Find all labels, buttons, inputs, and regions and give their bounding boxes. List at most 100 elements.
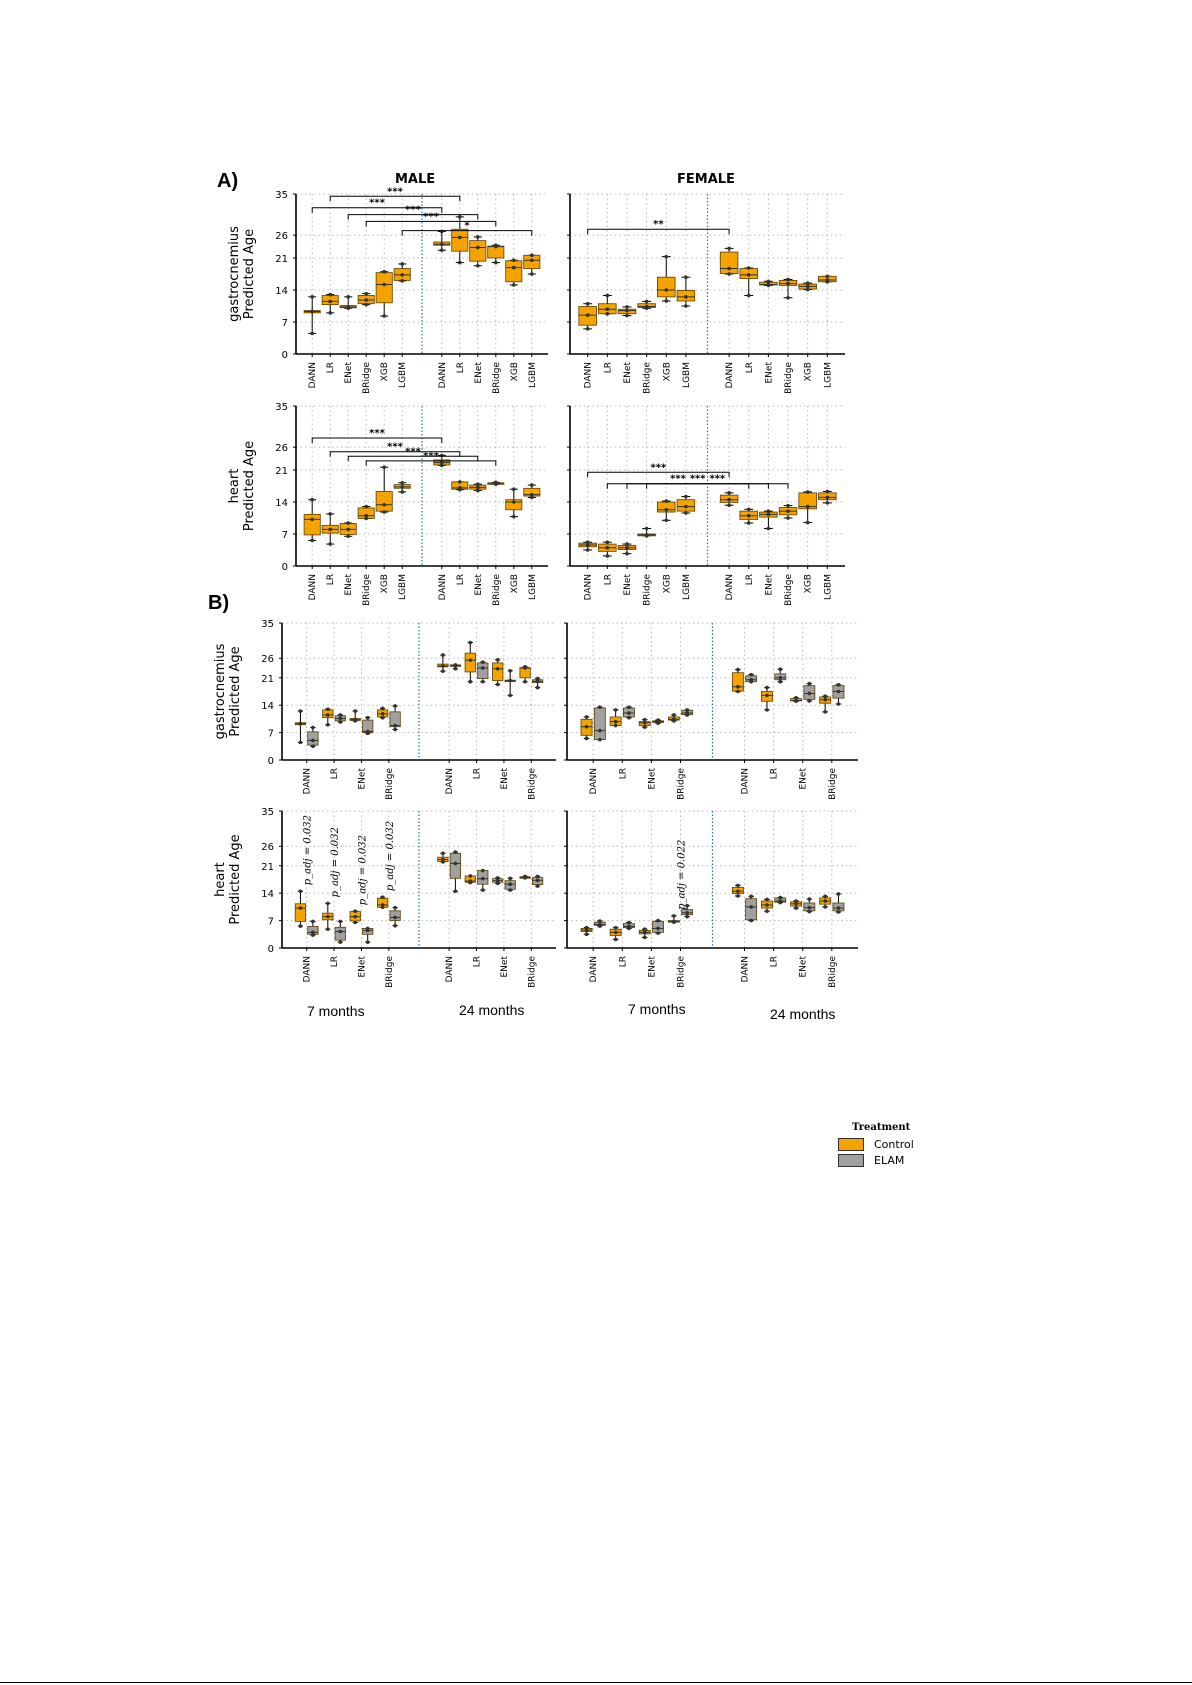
- svg-text:DANN: DANN: [584, 362, 594, 388]
- svg-text:BRidge: BRidge: [385, 956, 395, 988]
- svg-text:7: 7: [268, 729, 274, 740]
- svg-text:ENet: ENet: [357, 768, 367, 790]
- elam-swatch: [838, 1154, 864, 1167]
- svg-text:***: ***: [387, 442, 403, 453]
- svg-text:DANN: DANN: [308, 362, 318, 388]
- svg-text:ENet: ENet: [764, 574, 774, 596]
- age-label-male-24: 24 months: [459, 1002, 525, 1018]
- svg-text:ENet: ENet: [647, 768, 657, 790]
- svg-text:p_adj = 0.032: p_adj = 0.032: [385, 821, 396, 891]
- svg-text:7: 7: [282, 318, 288, 329]
- svg-text:LR: LR: [473, 768, 483, 779]
- svg-text:DANN: DANN: [308, 574, 318, 600]
- svg-text:26: 26: [275, 443, 288, 454]
- legend-label-control: Control: [874, 1138, 914, 1151]
- svg-text:p_adj = 0.032: p_adj = 0.032: [303, 815, 314, 885]
- svg-text:LR: LR: [745, 574, 755, 585]
- svg-text:LR: LR: [603, 574, 613, 585]
- chart-b-heart-male: 0 7 14 21 26 35 heart Predicted Age DANN LR ENet BR…: [213, 807, 556, 988]
- svg-text:LGBM: LGBM: [682, 362, 692, 388]
- svg-text:LR: LR: [473, 956, 483, 967]
- svg-text:BRidge: BRidge: [362, 362, 372, 394]
- svg-text:LR: LR: [745, 362, 755, 373]
- svg-text:LR: LR: [456, 574, 466, 585]
- svg-text:26: 26: [261, 654, 274, 665]
- svg-text:ENet: ENet: [474, 574, 484, 596]
- svg-text:LGBM: LGBM: [682, 574, 692, 600]
- svg-text:ENet: ENet: [344, 574, 354, 596]
- svg-text:35: 35: [261, 807, 274, 818]
- svg-text:***: ***: [369, 428, 385, 439]
- svg-text:ENet: ENet: [344, 362, 354, 384]
- legend-title: Treatment: [852, 1122, 911, 1133]
- page-bottom-rule: [0, 1682, 1192, 1683]
- svg-text:BRidge: BRidge: [828, 956, 838, 988]
- svg-text:BRidge: BRidge: [676, 768, 686, 800]
- svg-text:35: 35: [275, 402, 288, 413]
- svg-text:BRidge: BRidge: [784, 574, 794, 606]
- svg-text:0: 0: [282, 562, 288, 573]
- svg-text:BRidge: BRidge: [784, 362, 794, 394]
- svg-text:gastrocnemius: gastrocnemius: [227, 226, 242, 322]
- svg-text:LR: LR: [456, 362, 466, 373]
- svg-text:BRidge: BRidge: [492, 362, 502, 394]
- svg-text:14: 14: [261, 701, 274, 712]
- svg-text:Predicted Age: Predicted Age: [242, 229, 257, 319]
- svg-text:DANN: DANN: [589, 956, 599, 982]
- svg-text:***: ***: [423, 211, 439, 222]
- svg-text:BRidge: BRidge: [385, 768, 395, 800]
- svg-text:DANN: DANN: [445, 956, 455, 982]
- svg-text:LR: LR: [603, 362, 613, 373]
- legend-item-control: Control: [838, 1138, 914, 1151]
- svg-text:21: 21: [261, 862, 274, 873]
- svg-text:ENet: ENet: [623, 574, 633, 596]
- chart-a-gastrocnemius-female: DANN LR ENet BRidge XGB LGBM DANN LR ENet BRidge X…: [567, 193, 845, 394]
- svg-text:LGBM: LGBM: [398, 574, 408, 600]
- svg-text:Predicted Age: Predicted Age: [228, 646, 243, 736]
- svg-text:XGB: XGB: [804, 574, 814, 593]
- svg-text:BRidge: BRidge: [828, 768, 838, 800]
- svg-text:LR: LR: [618, 768, 628, 779]
- svg-text:DANN: DANN: [725, 574, 735, 600]
- svg-text:BRidge: BRidge: [643, 574, 653, 606]
- svg-text:BRidge: BRidge: [676, 956, 686, 988]
- svg-text:14: 14: [275, 286, 288, 297]
- svg-text:***: ***: [690, 474, 706, 485]
- svg-text:LGBM: LGBM: [528, 362, 538, 388]
- svg-text:7: 7: [282, 530, 288, 541]
- svg-text:XGB: XGB: [662, 362, 672, 381]
- legend-item-elam: ELAM: [838, 1154, 914, 1167]
- chart-a-gastrocnemius-male: 0 7 14 21 26 35 gastrocnemius Predicted Age DANN…: [227, 186, 548, 394]
- svg-text:ENet: ENet: [500, 768, 510, 790]
- svg-text:p_adj = 0.032: p_adj = 0.032: [330, 827, 341, 897]
- svg-text:XGB: XGB: [380, 574, 390, 593]
- svg-text:LGBM: LGBM: [528, 574, 538, 600]
- svg-text:p_adj = 0.032: p_adj = 0.032: [357, 835, 368, 905]
- age-label-female-7: 7 months: [628, 1001, 686, 1017]
- chart-b-heart-female: DANN LR ENet BRidge DANN LR ENet BRidge p_adj = …: [564, 810, 858, 988]
- svg-text:***: ***: [651, 462, 667, 473]
- svg-text:***: ***: [709, 474, 725, 485]
- svg-text:***: ***: [387, 186, 403, 197]
- svg-text:0: 0: [268, 944, 274, 955]
- svg-text:Predicted Age: Predicted Age: [242, 441, 257, 531]
- svg-text:ENet: ENet: [357, 956, 367, 978]
- svg-text:**: **: [653, 219, 664, 230]
- control-swatch: [838, 1138, 864, 1151]
- svg-text:ENet: ENet: [474, 362, 484, 384]
- title-female: FEMALE: [677, 172, 735, 187]
- svg-text:DANN: DANN: [741, 768, 751, 794]
- age-label-male-7: 7 months: [307, 1003, 365, 1019]
- svg-text:14: 14: [261, 889, 274, 900]
- svg-text:ENet: ENet: [799, 768, 809, 790]
- svg-text:DANN: DANN: [445, 768, 455, 794]
- svg-text:DANN: DANN: [303, 956, 313, 982]
- chart-b-gastrocnemius-male: 0 7 14 21 26 35 gastrocnemius Predicted Age DANN…: [213, 619, 556, 800]
- svg-text:***: ***: [670, 474, 686, 485]
- svg-text:BRidge: BRidge: [492, 574, 502, 606]
- svg-text:DANN: DANN: [438, 362, 448, 388]
- title-male: MALE: [395, 172, 436, 187]
- svg-text:LR: LR: [326, 574, 336, 585]
